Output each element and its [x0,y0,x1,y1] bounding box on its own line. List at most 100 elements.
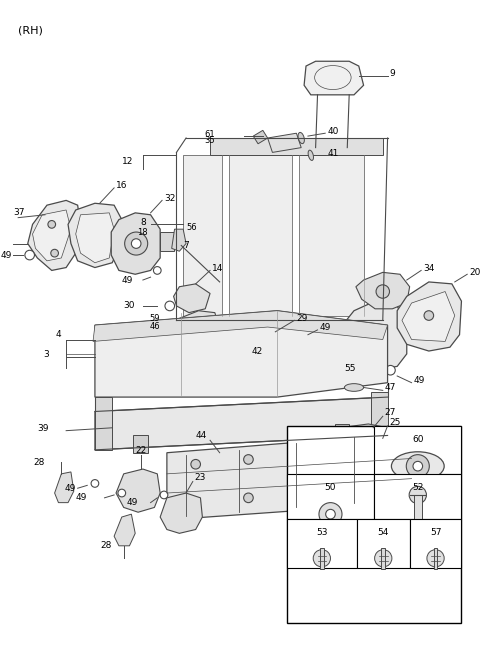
Text: 49: 49 [76,493,87,502]
Text: 50: 50 [325,483,336,492]
Text: 23: 23 [195,473,206,482]
Circle shape [363,326,386,349]
Text: 29: 29 [297,314,308,323]
Circle shape [319,502,342,525]
Circle shape [427,550,444,567]
Polygon shape [93,311,387,341]
Circle shape [244,455,253,464]
Text: 44: 44 [196,431,207,440]
Polygon shape [167,436,411,520]
Polygon shape [229,155,292,316]
Text: 53: 53 [316,528,327,537]
Text: 52: 52 [412,483,423,492]
Text: 46: 46 [150,321,160,331]
Text: 54: 54 [378,528,389,537]
Text: 22: 22 [135,446,146,455]
Ellipse shape [344,384,363,392]
Text: 7: 7 [183,241,189,250]
Circle shape [244,493,253,502]
Polygon shape [356,272,409,309]
Polygon shape [183,155,222,316]
Polygon shape [116,469,160,512]
Circle shape [132,239,141,249]
Bar [409,519,461,568]
Text: 49: 49 [0,251,12,260]
Polygon shape [95,397,112,450]
Text: 60: 60 [412,435,423,444]
Bar [381,548,385,569]
Circle shape [409,486,426,504]
Circle shape [301,488,311,498]
Polygon shape [300,155,363,316]
Circle shape [255,330,271,345]
Circle shape [125,232,148,255]
Circle shape [376,285,389,298]
Circle shape [370,333,380,342]
Ellipse shape [391,452,444,481]
Text: 41: 41 [327,149,338,158]
Text: 49: 49 [64,483,76,493]
Text: 8: 8 [140,218,146,227]
Polygon shape [95,311,387,397]
Circle shape [154,266,161,274]
Circle shape [191,322,206,338]
Text: 28: 28 [101,541,112,550]
Text: 42: 42 [252,346,263,356]
Polygon shape [335,424,349,441]
Text: 18: 18 [137,228,148,237]
Text: 34: 34 [423,264,434,273]
Bar [287,519,357,568]
Bar [287,426,461,623]
Polygon shape [114,514,135,546]
Circle shape [359,445,368,455]
Text: (RH): (RH) [18,26,43,35]
Polygon shape [172,311,220,351]
Polygon shape [249,325,277,351]
Text: 35: 35 [204,136,215,146]
Polygon shape [210,138,383,155]
Text: 55: 55 [344,364,356,373]
Circle shape [196,327,202,333]
Circle shape [191,459,201,469]
Polygon shape [111,213,160,274]
Circle shape [359,483,368,493]
Text: 47: 47 [384,383,396,392]
Text: 16: 16 [116,182,128,190]
Text: 39: 39 [37,424,49,433]
Polygon shape [160,232,174,251]
Text: 9: 9 [389,70,395,78]
Circle shape [48,220,56,228]
Polygon shape [160,493,203,533]
Polygon shape [371,392,387,436]
Circle shape [25,251,35,260]
Circle shape [326,509,335,519]
Polygon shape [268,133,301,152]
Circle shape [191,498,201,508]
Text: 30: 30 [124,301,135,310]
Polygon shape [33,210,71,261]
Text: 32: 32 [164,194,175,203]
Text: 3: 3 [43,350,49,359]
Polygon shape [174,284,210,313]
Text: 61: 61 [204,130,215,138]
Polygon shape [304,61,363,95]
Polygon shape [55,472,74,502]
Polygon shape [76,213,114,263]
Circle shape [424,311,433,320]
Ellipse shape [298,133,304,144]
Text: 37: 37 [13,209,25,217]
Polygon shape [68,203,122,268]
Text: 49: 49 [122,276,133,285]
Polygon shape [342,301,407,370]
Text: 49: 49 [127,498,138,507]
Circle shape [118,489,126,497]
Text: 4: 4 [56,330,61,339]
Polygon shape [172,229,186,251]
Text: 49: 49 [320,323,331,333]
Text: 49: 49 [413,377,425,385]
Circle shape [313,550,330,567]
Polygon shape [133,436,148,453]
Circle shape [165,301,175,311]
Circle shape [413,461,422,471]
Bar [320,548,324,569]
